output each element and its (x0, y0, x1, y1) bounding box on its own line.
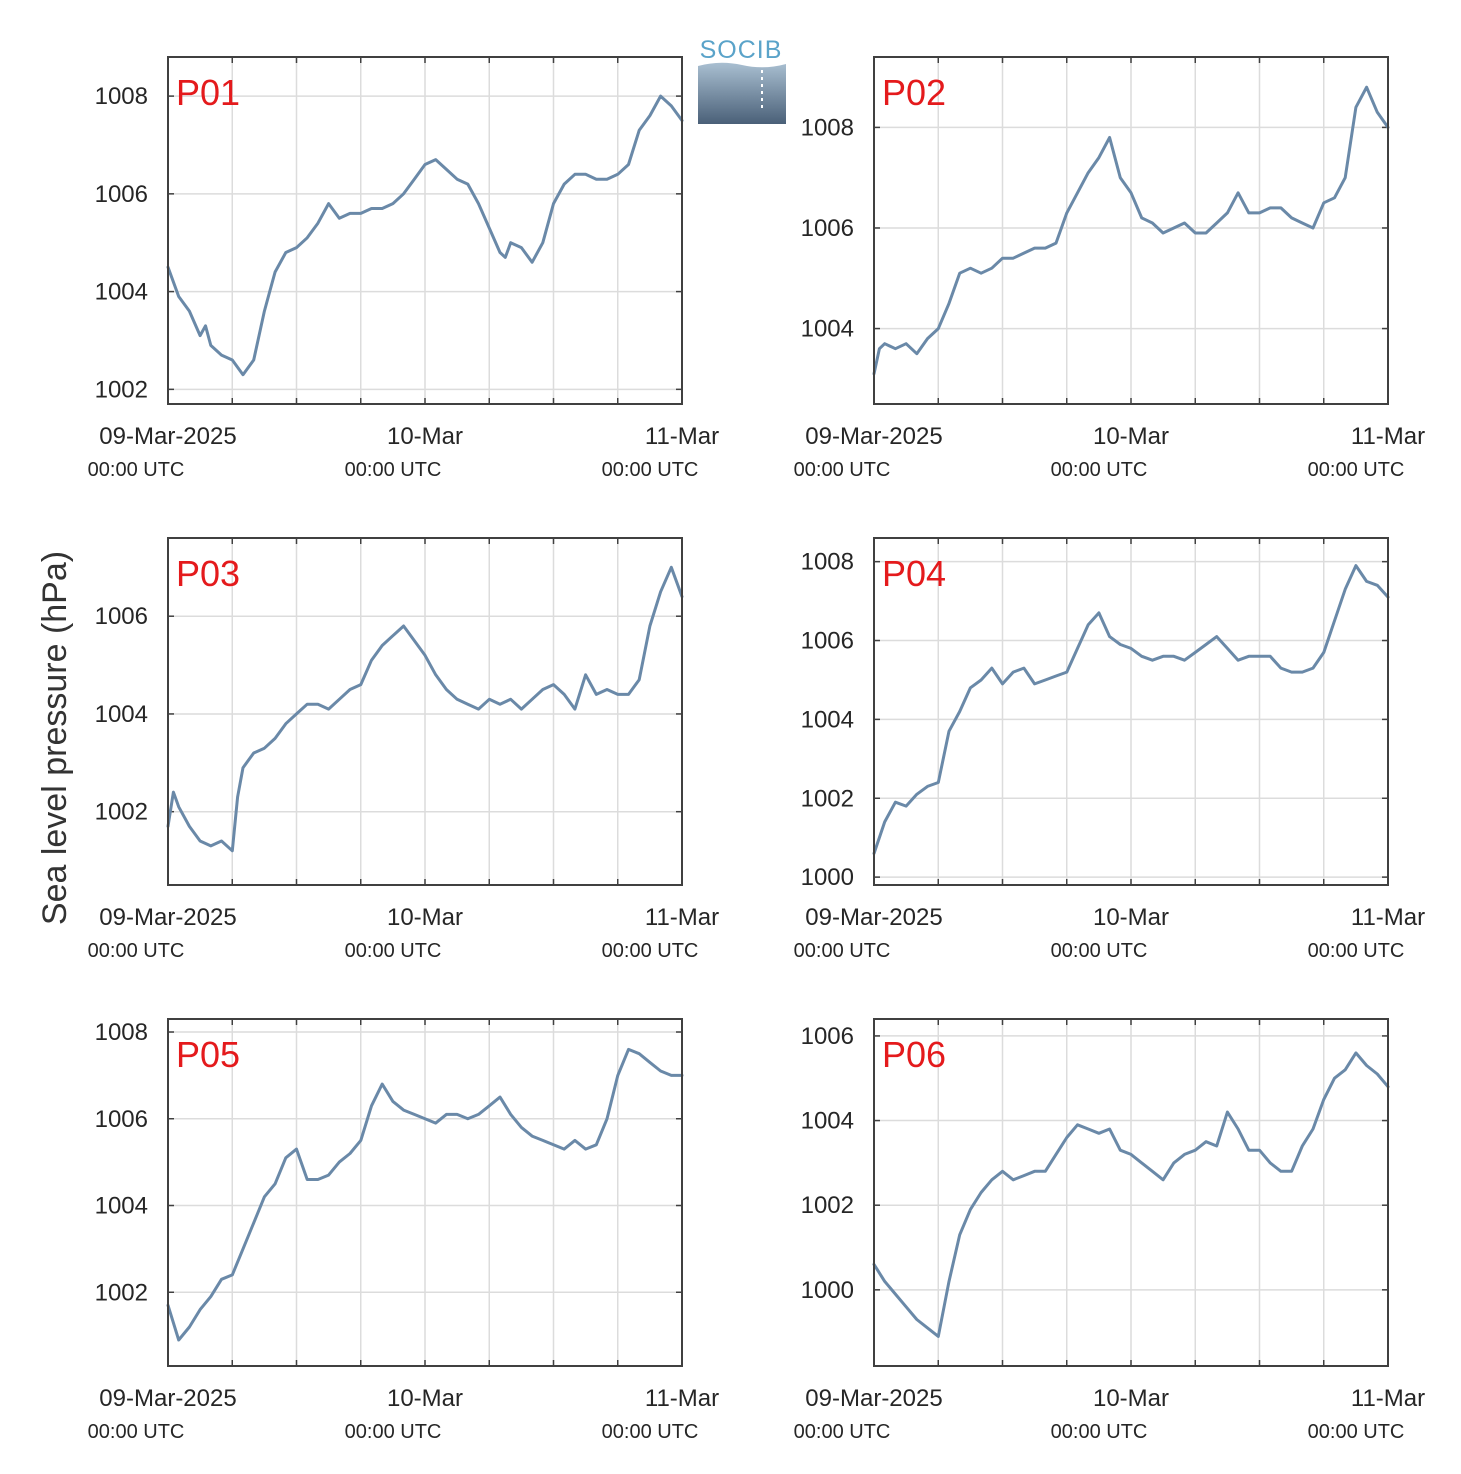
y-tick-label: 1006 (801, 628, 854, 655)
axes-frame (873, 537, 1389, 886)
x-tick-date-label: 09-Mar-2025 (805, 423, 942, 450)
x-tick-date-label: 10-Mar (387, 1385, 463, 1412)
x-tick-date-label: 11-Mar (645, 1385, 719, 1412)
x-tick-time-label: 00:00 UTC (88, 1421, 185, 1443)
x-tick-date-label: 10-Mar (1093, 1385, 1169, 1412)
y-tick-label: 1008 (801, 114, 854, 141)
panel-label: P02 (882, 72, 946, 113)
panel-label: P05 (176, 1034, 240, 1075)
panel-p04: 1000 1002 1004 1006 1008 P04 09-Mar-2025 00:00 … (794, 537, 1425, 962)
y-tick-label: 1006 (95, 603, 148, 630)
x-tick-date-label: 10-Mar (1093, 423, 1169, 450)
y-tick-label: 1006 (801, 1023, 854, 1050)
x-tick-date-label: 10-Mar (387, 423, 463, 450)
y-tick-label: 1004 (801, 316, 854, 343)
axes-frame (167, 537, 683, 886)
y-tick-label: 1002 (801, 785, 854, 812)
x-tick-time-label: 00:00 UTC (1308, 459, 1405, 481)
x-tick-date-label: 09-Mar-2025 (99, 423, 236, 450)
x-tick-date-label: 11-Mar (1351, 423, 1425, 450)
panel-label: P04 (882, 553, 946, 594)
x-tick-time-label: 00:00 UTC (1051, 1421, 1148, 1443)
x-tick-time-label: 00:00 UTC (794, 1421, 891, 1443)
y-tick-label: 1004 (801, 706, 854, 733)
series-line-p01 (166, 94, 684, 377)
axes-frame (167, 56, 683, 405)
x-tick-time-label: 00:00 UTC (1308, 1421, 1405, 1443)
x-tick-time-label: 00:00 UTC (602, 459, 699, 481)
x-tick-date-label: 09-Mar-2025 (99, 904, 236, 931)
y-tick-label: 1004 (801, 1108, 854, 1135)
series-line-p04 (872, 564, 1390, 855)
y-tick-label: 1004 (95, 279, 148, 306)
x-tick-date-label: 10-Mar (387, 904, 463, 931)
series-line-p06 (872, 1051, 1390, 1338)
y-tick-label: 1002 (95, 799, 148, 826)
x-tick-date-label: 09-Mar-2025 (805, 904, 942, 931)
x-tick-time-label: 00:00 UTC (1051, 459, 1148, 481)
x-tick-time-label: 00:00 UTC (602, 940, 699, 962)
panel-label: P03 (176, 553, 240, 594)
x-tick-time-label: 00:00 UTC (345, 940, 442, 962)
x-tick-date-label: 09-Mar-2025 (99, 1385, 236, 1412)
series-line-p03 (166, 565, 684, 853)
series-line-p05 (166, 1047, 684, 1342)
y-tick-label: 1002 (801, 1192, 854, 1219)
y-tick-label: 1008 (801, 549, 854, 576)
panel-p03: 1002 1004 1006 P03 09-Mar-2025 00:00 UTC 10-Ma… (88, 537, 719, 962)
panel-p02: 1004 1006 1008 P02 09-Mar-2025 00:00 UTC 10-Ma… (794, 56, 1425, 481)
x-tick-date-label: 11-Mar (645, 423, 719, 450)
y-tick-label: 1000 (801, 864, 854, 891)
y-tick-label: 1002 (95, 376, 148, 403)
y-axis-label: Sea level pressure (hPa) (36, 551, 74, 925)
y-tick-label: 1002 (95, 1279, 148, 1306)
panel-p01: 1002 1004 1006 1008 P01 09-Mar-2025 00:00 UTC 1… (88, 56, 719, 481)
y-tick-label: 1008 (95, 1019, 148, 1046)
x-tick-date-label: 11-Mar (1351, 1385, 1425, 1412)
panel-label: P01 (176, 72, 240, 113)
axes-frame (873, 1018, 1389, 1367)
x-tick-time-label: 00:00 UTC (1308, 940, 1405, 962)
series-line-p02 (872, 85, 1390, 376)
socib-logo: SOCIB (698, 36, 786, 124)
panel-label: P06 (882, 1034, 946, 1075)
panel-p05: 1002 1004 1006 1008 P05 09-Mar-2025 00:00 UTC 1… (88, 1018, 719, 1443)
x-tick-date-label: 11-Mar (645, 904, 719, 931)
y-tick-label: 1006 (801, 215, 854, 242)
x-tick-time-label: 00:00 UTC (794, 459, 891, 481)
x-tick-time-label: 00:00 UTC (345, 459, 442, 481)
x-tick-time-label: 00:00 UTC (1051, 940, 1148, 962)
x-tick-date-label: 09-Mar-2025 (805, 1385, 942, 1412)
y-tick-label: 1006 (95, 181, 148, 208)
panel-p06: 1000 1002 1004 1006 P06 09-Mar-2025 00:00 UTC 1… (794, 1018, 1425, 1443)
y-tick-label: 1008 (95, 83, 148, 110)
x-tick-date-label: 10-Mar (1093, 904, 1169, 931)
logo-text: SOCIB (700, 36, 783, 64)
y-tick-label: 1000 (801, 1277, 854, 1304)
x-tick-time-label: 00:00 UTC (345, 1421, 442, 1443)
y-tick-label: 1004 (95, 1193, 148, 1220)
x-tick-time-label: 00:00 UTC (602, 1421, 699, 1443)
x-tick-date-label: 11-Mar (1351, 904, 1425, 931)
x-tick-time-label: 00:00 UTC (794, 940, 891, 962)
x-tick-time-label: 00:00 UTC (88, 459, 185, 481)
x-tick-time-label: 00:00 UTC (88, 940, 185, 962)
axes-frame (873, 56, 1389, 405)
y-tick-label: 1004 (95, 701, 148, 728)
y-tick-label: 1006 (95, 1106, 148, 1133)
axes-frame (167, 1018, 683, 1367)
logo-wave-icon (698, 62, 786, 124)
